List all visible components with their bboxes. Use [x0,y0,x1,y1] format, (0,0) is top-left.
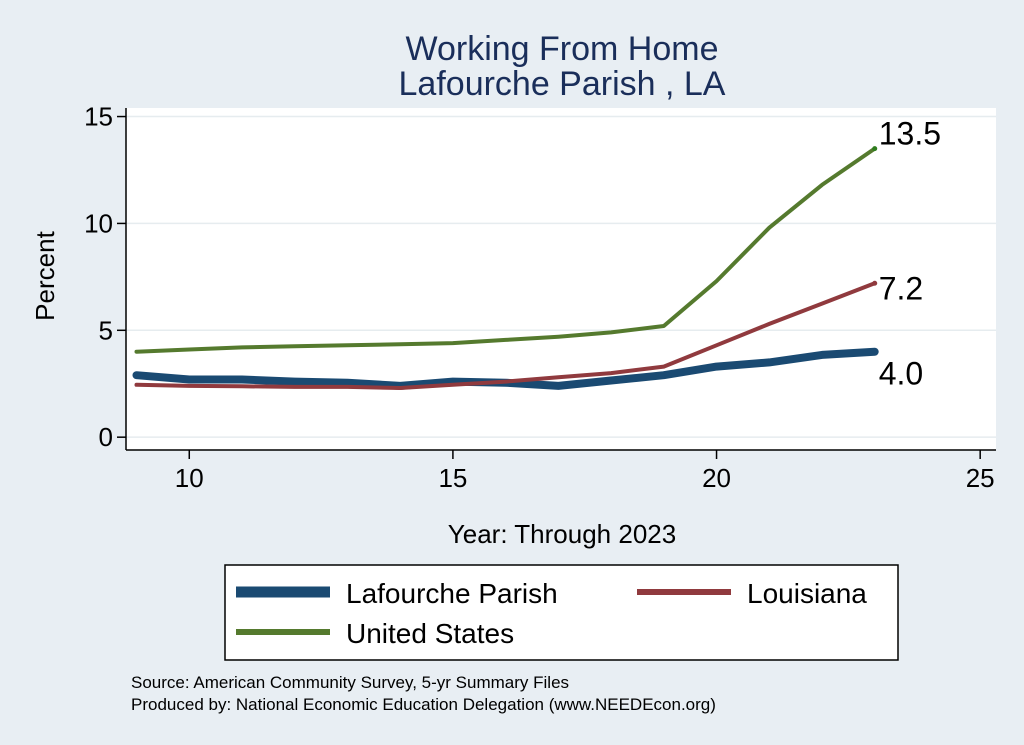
legend-label-united-states: United States [346,618,514,649]
end-point-louisiana [872,280,878,286]
end-labels: 4.0 7.2 13.5 [872,116,941,392]
produced-by-note: Produced by: National Economic Education… [131,695,716,714]
series-line-louisiana [134,281,877,390]
y-axis-ticks: 0 5 10 15 [84,102,126,452]
series-line-united-states [134,146,877,354]
legend: Lafourche Parish Louisiana United States [224,564,899,661]
end-point-united-states [872,146,878,152]
x-tick-label-15: 15 [438,463,467,493]
chart-title: Working From Home [406,30,719,68]
x-axis-title: Year: Through 2023 [448,519,676,549]
legend-label-lafourche: Lafourche Parish [346,578,558,609]
end-label-united-states: 13.5 [879,116,941,152]
end-point-lafourche-parish [872,349,878,355]
legend-label-louisiana: Louisiana [747,578,867,609]
end-label-louisiana: 7.2 [879,270,923,306]
y-tick-label-10: 10 [84,208,113,238]
legend-box [224,564,899,661]
x-tick-label-10: 10 [175,463,204,493]
y-axis-title: Percent [30,230,60,320]
y-tick-label-5: 5 [99,315,113,345]
series-lines [132,146,879,390]
plot-area [126,108,996,450]
x-tick-label-20: 20 [702,463,731,493]
y-tick-label-0: 0 [99,422,113,452]
x-axis-ticks: 10 15 20 25 [175,450,995,493]
chart-subtitle: Lafourche Parish , LA [399,65,726,103]
end-label-lafourche-parish: 4.0 [879,356,923,392]
source-note: Source: American Community Survey, 5-yr … [131,673,569,692]
x-tick-label-25: 25 [966,463,995,493]
y-tick-label-15: 15 [84,102,113,132]
gridlines [126,115,996,438]
